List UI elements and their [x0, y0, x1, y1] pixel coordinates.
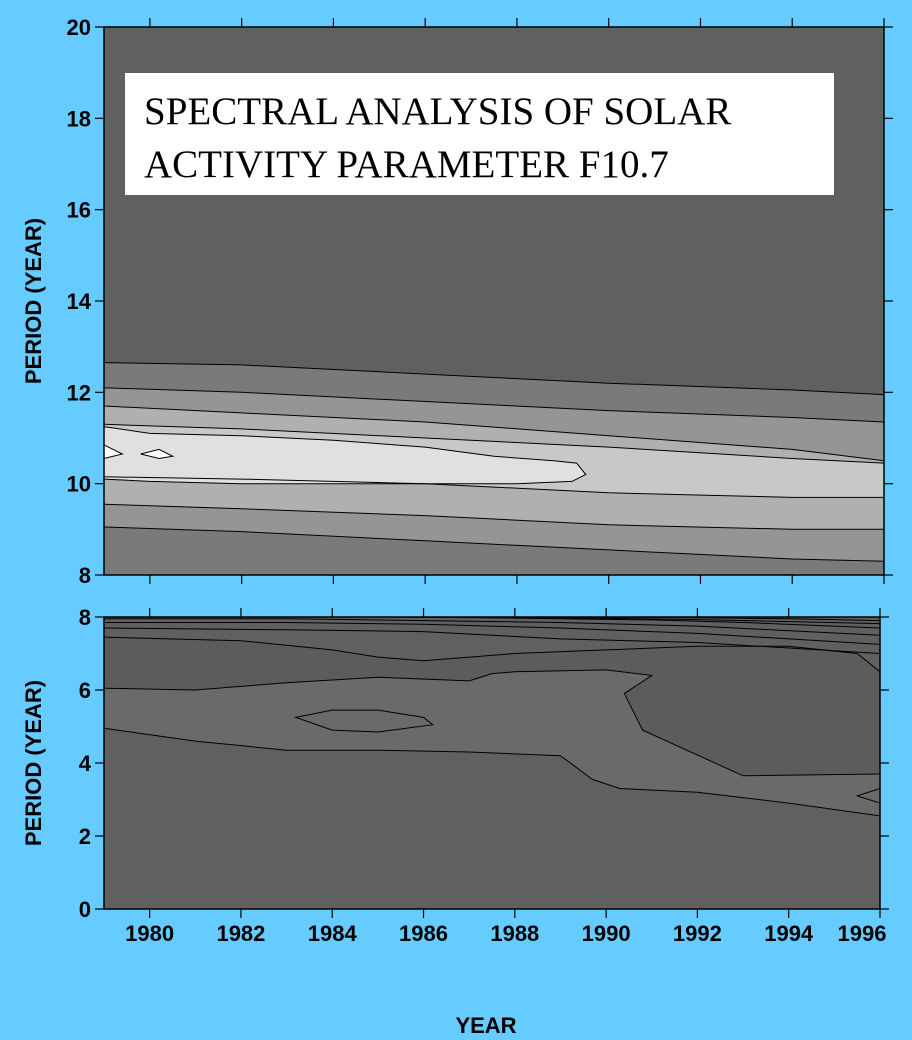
top-contour-line-1 — [103, 387, 885, 423]
bottom-contour-line-1 — [103, 669, 881, 777]
top-y-tick-label: 10 — [67, 472, 91, 497]
top-y-tick-label: 16 — [67, 198, 91, 223]
top-contour-band-2 — [104, 406, 884, 464]
x-tick-label: 1996 — [838, 921, 887, 946]
top-contour-fills — [104, 362, 884, 575]
x-tick-label: 1980 — [125, 921, 174, 946]
top-panel: 8 10 12 14 16 18 20 PERIOD (YEAR) SPECTRAL ANA… — [21, 15, 893, 588]
bottom-y-tick-label: 8 — [79, 605, 91, 630]
bottom-contour-lines — [103, 616, 881, 817]
top-y-tick-label: 12 — [67, 380, 91, 405]
bottom-y-tick-labels: 0 2 4 6 8 — [79, 605, 92, 922]
top-contour-line-0 — [103, 362, 885, 396]
bottom-contour-line-4 — [104, 622, 881, 645]
top-contour-band-0 — [104, 362, 884, 422]
chart-title-line-1: SPECTRAL ANALYSIS OF SOLAR — [144, 90, 731, 133]
top-contour-line-4 — [103, 476, 884, 498]
top-contour-band-1 — [104, 387, 884, 461]
top-y-tick-labels: 8 10 12 14 16 18 20 — [67, 15, 92, 588]
top-contour-line-3 — [103, 423, 885, 464]
top-contour-line-5 — [103, 503, 884, 530]
top-axis-ticks — [95, 18, 893, 584]
x-tick-labels: 1980 1982 1984 1986 1988 1990 1992 1994 1996 — [125, 921, 886, 946]
top-contour-line-6 — [103, 526, 885, 562]
top-contour-line-7 — [103, 426, 587, 485]
x-tick-label: 1992 — [673, 921, 722, 946]
bottom-contour-line-3 — [103, 627, 881, 654]
bottom-axis-ticks — [95, 608, 889, 918]
top-contour-peak-9 — [140, 449, 173, 459]
top-y-axis-title: PERIOD (YEAR) — [21, 218, 46, 384]
top-contour-band-5 — [104, 504, 884, 562]
top-contour-line-2 — [103, 405, 885, 462]
top-y-tick-label: 20 — [67, 15, 91, 40]
x-tick-label: 1986 — [399, 921, 448, 946]
bottom-y-tick-label: 0 — [79, 897, 91, 922]
top-y-tick-label: 14 — [67, 289, 92, 314]
chart-title-box: SPECTRAL ANALYSIS OF SOLAR ACTIVITY PARA… — [125, 73, 834, 195]
x-tick-label: 1994 — [764, 921, 814, 946]
top-y-tick-label: 8 — [79, 563, 91, 588]
top-contour-band-6 — [104, 527, 884, 575]
top-contour-line-9 — [140, 448, 175, 460]
x-tick-label: 1984 — [308, 921, 358, 946]
chart-title-line-2: ACTIVITY PARAMETER F10.7 — [144, 143, 669, 186]
bottom-y-tick-label: 6 — [79, 678, 91, 703]
x-tick-label: 1988 — [490, 921, 539, 946]
x-axis-title: YEAR — [455, 1013, 516, 1038]
top-contour-lines — [103, 362, 885, 562]
bottom-y-tick-label: 4 — [79, 751, 92, 776]
x-tick-label: 1982 — [216, 921, 265, 946]
bottom-contour-band-2 — [104, 637, 880, 776]
bottom-y-tick-label: 2 — [79, 824, 91, 849]
x-tick-label: 1990 — [582, 921, 631, 946]
bottom-contour-line-2 — [103, 636, 881, 673]
top-contour-band-4 — [104, 476, 884, 530]
bottom-y-axis-title: PERIOD (YEAR) — [21, 680, 46, 846]
bottom-contour-line-5 — [104, 618, 881, 636]
bottom-contour-line-9 — [293, 709, 434, 733]
bottom-contour-band — [104, 669, 880, 816]
bottom-contour-line-0 — [103, 727, 881, 817]
top-contour-core — [104, 426, 586, 484]
top-y-tick-label: 18 — [67, 106, 91, 131]
